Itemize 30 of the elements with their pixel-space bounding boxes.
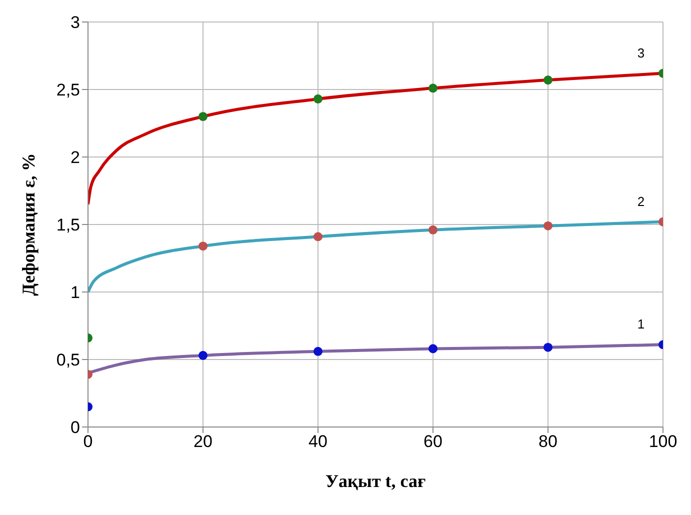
x-tick-label: 60: [424, 432, 442, 452]
point: [198, 350, 208, 360]
y-tick-label: 3: [70, 13, 80, 32]
y-tick-label: 0: [70, 418, 80, 438]
y-tick-label: 1,5: [56, 216, 80, 235]
series-label: 3: [637, 45, 645, 60]
y-tick-label: 1: [70, 283, 80, 302]
y-tick-label: 2,5: [56, 80, 80, 100]
y-tick-label: 0,5: [56, 350, 80, 370]
point: [428, 84, 438, 93]
point: [313, 232, 323, 242]
x-tick-label: 20: [194, 432, 212, 452]
x-tick-label: 40: [308, 432, 328, 452]
y-tick-label: 2: [70, 148, 80, 168]
point: [198, 242, 208, 251]
point: [313, 346, 323, 356]
point: [543, 76, 553, 85]
point: [428, 344, 438, 354]
series-label: 2: [637, 194, 645, 209]
x-tick-label: 80: [538, 432, 558, 452]
y-axis-title: Деформация ε, %: [18, 153, 38, 296]
x-axis-title: Уақыт t, сағ: [325, 471, 426, 491]
point: [313, 94, 323, 104]
x-tick-label: 100: [648, 432, 678, 452]
point: [543, 342, 553, 352]
series-label: 1: [637, 316, 645, 332]
point: [543, 221, 553, 230]
point: [428, 225, 438, 234]
point: [198, 112, 208, 122]
x-tick-label: 0: [83, 432, 93, 452]
